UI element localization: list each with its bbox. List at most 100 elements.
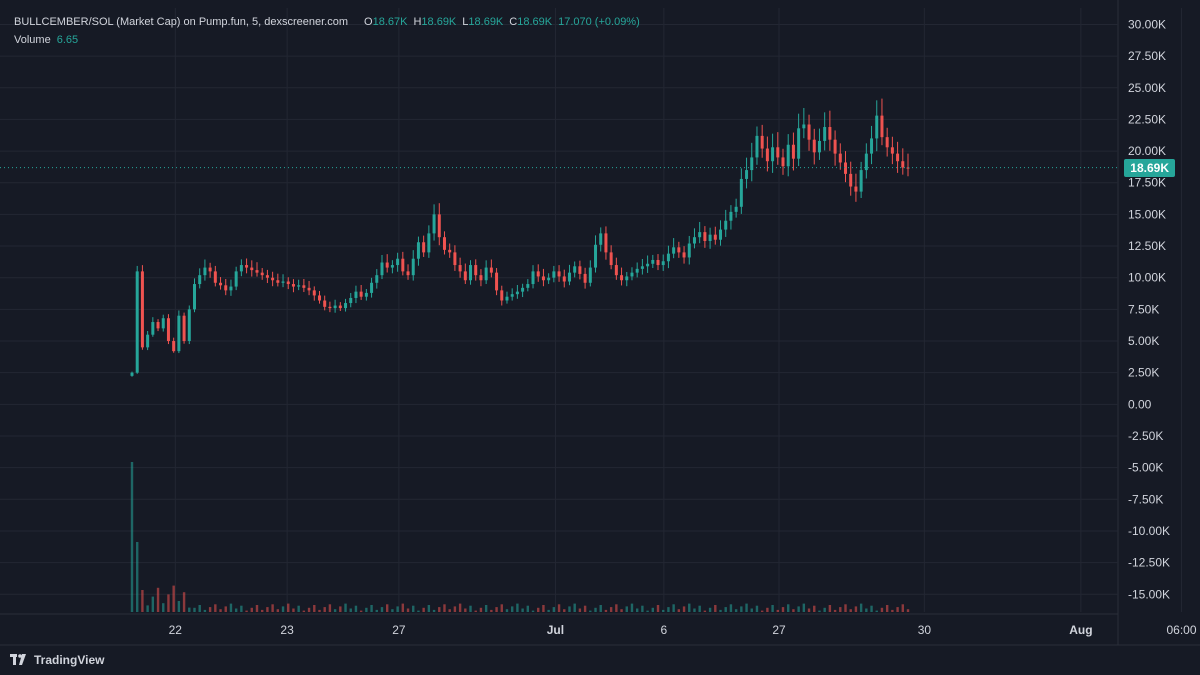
volume-bar <box>516 603 519 612</box>
volume-bar <box>641 605 644 612</box>
volume-bar <box>261 609 264 612</box>
candle-body <box>354 291 358 298</box>
volume-bar <box>688 603 691 612</box>
volume-bar <box>162 603 165 612</box>
volume-bar <box>412 605 415 612</box>
candle-body <box>375 275 379 283</box>
candle-body <box>317 295 321 301</box>
candle-body <box>604 233 608 253</box>
volume-bar <box>344 603 347 612</box>
volume-bar <box>526 605 530 612</box>
candle-body <box>729 211 733 221</box>
candle-body <box>213 271 217 283</box>
volume-bar <box>552 607 556 612</box>
volume-bar <box>443 604 446 612</box>
candle-body <box>901 161 905 168</box>
volume-bar <box>385 604 389 612</box>
volume-bar <box>750 608 753 612</box>
volume-bar <box>833 609 837 612</box>
candle-body <box>479 275 483 281</box>
candle-body <box>307 287 311 291</box>
legend-row-price: BULLCEMBER/SOL (Market Cap) on Pump.fun,… <box>14 13 640 31</box>
volume-bar <box>885 605 889 612</box>
candle-body <box>219 282 223 286</box>
candle-body <box>291 284 295 287</box>
volume-bar <box>281 606 285 612</box>
candle-body <box>187 309 191 342</box>
volume-bar <box>500 604 503 612</box>
volume-bar <box>339 606 342 612</box>
y-tick-label: 20.00K <box>1128 144 1166 158</box>
candle-body <box>458 265 462 272</box>
volume-bar <box>651 607 655 612</box>
x-tick-label: Jul <box>547 623 564 637</box>
candle-body <box>224 285 228 291</box>
volume-bar <box>151 596 155 612</box>
volume-bar <box>599 605 602 612</box>
candle-body <box>786 144 790 167</box>
volume-bar <box>578 608 582 612</box>
volume-bar <box>766 607 769 612</box>
y-tick-label: -15.00K <box>1128 587 1170 601</box>
candle-body <box>562 276 566 282</box>
open-label: O <box>364 16 373 28</box>
tradingview-brand[interactable]: TradingView <box>10 653 104 667</box>
volume-bar <box>136 542 139 612</box>
candle-body <box>198 275 202 285</box>
volume-bar <box>323 607 326 612</box>
symbol-title[interactable]: BULLCEMBER/SOL (Market Cap) on Pump.fun,… <box>14 16 349 28</box>
volume-bar <box>495 607 498 612</box>
candle-body <box>489 267 493 273</box>
volume-bar <box>760 610 764 612</box>
candle-body <box>870 138 874 154</box>
x-tick-label: 6 <box>661 623 668 637</box>
candle-body <box>781 157 785 167</box>
volume-bar <box>531 610 535 612</box>
volume-bar <box>427 605 431 612</box>
legend-row-volume: Volume 6.65 <box>14 31 640 49</box>
candle-body <box>510 294 514 297</box>
volume-bar <box>776 609 779 612</box>
candle-body <box>666 253 670 262</box>
volume-bar <box>724 607 727 612</box>
candle-body <box>208 267 212 272</box>
y-tick-label: 22.50K <box>1128 112 1166 126</box>
volume-bar <box>594 607 597 612</box>
candle-body <box>448 249 452 253</box>
volume-bar <box>813 605 816 612</box>
volume-bar <box>646 610 649 612</box>
candle-body <box>807 124 811 140</box>
candle-body <box>323 300 327 307</box>
volume-bar <box>547 609 550 612</box>
candle-body <box>583 273 587 283</box>
y-tick-label: 30.00K <box>1128 17 1166 31</box>
candle-body <box>442 237 446 250</box>
candle-body <box>505 296 509 301</box>
volume-bar <box>156 587 160 612</box>
x-tick-label: 22 <box>169 623 183 637</box>
volume-bar <box>859 603 863 612</box>
candle-body <box>724 220 728 230</box>
volume-bar <box>880 607 884 612</box>
candle-body <box>166 318 170 342</box>
candle-body <box>713 234 717 240</box>
volume-bar <box>807 608 811 612</box>
candle-body <box>620 275 624 281</box>
candle-body <box>370 282 374 293</box>
candle-body <box>255 270 259 273</box>
volume-bar <box>906 609 910 612</box>
volume-bar <box>693 608 696 612</box>
candle-body <box>453 252 457 266</box>
volume-bar <box>839 607 842 612</box>
volume-bar <box>297 605 300 612</box>
volume-bar <box>792 609 795 612</box>
candle-body <box>609 252 613 266</box>
candle-body <box>672 247 676 254</box>
volume-bar <box>714 605 717 612</box>
volume-bar <box>568 606 571 612</box>
candle-body <box>677 247 681 253</box>
volume-bar <box>604 609 608 612</box>
volume-bar <box>313 605 316 612</box>
